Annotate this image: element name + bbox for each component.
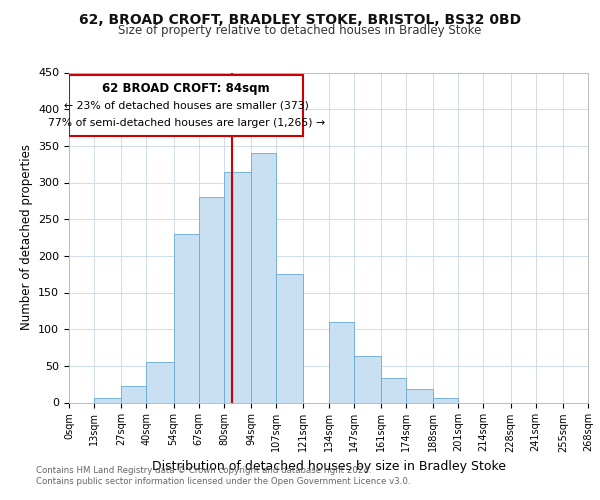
Bar (353, 356, 381, 403)
Bar (381, 378, 406, 402)
Text: Size of property relative to detached houses in Bradley Stoke: Size of property relative to detached ho… (118, 24, 482, 37)
Text: 62, BROAD CROFT, BRADLEY STOKE, BRISTOL, BS32 0BD: 62, BROAD CROFT, BRADLEY STOKE, BRISTOL,… (79, 12, 521, 26)
Bar (329, 322, 353, 402)
Bar (146, 362, 173, 403)
Text: 77% of semi-detached houses are larger (1,265) →: 77% of semi-detached houses are larger (… (47, 118, 325, 128)
Bar (406, 388, 433, 402)
FancyBboxPatch shape (69, 74, 304, 136)
Bar (276, 274, 304, 402)
Bar (199, 197, 224, 402)
Text: ← 23% of detached houses are smaller (373): ← 23% of detached houses are smaller (37… (64, 100, 308, 110)
Bar (173, 234, 199, 402)
X-axis label: Distribution of detached houses by size in Bradley Stoke: Distribution of detached houses by size … (151, 460, 505, 473)
Bar (94, 398, 121, 402)
Text: 62 BROAD CROFT: 84sqm: 62 BROAD CROFT: 84sqm (103, 82, 270, 95)
Bar (121, 386, 146, 402)
Text: Contains HM Land Registry data © Crown copyright and database right 2024.: Contains HM Land Registry data © Crown c… (36, 466, 371, 475)
Y-axis label: Number of detached properties: Number of detached properties (20, 144, 32, 330)
Text: Contains public sector information licensed under the Open Government Licence v3: Contains public sector information licen… (36, 477, 410, 486)
Bar (433, 398, 458, 402)
Bar (224, 172, 251, 402)
Bar (251, 153, 276, 402)
